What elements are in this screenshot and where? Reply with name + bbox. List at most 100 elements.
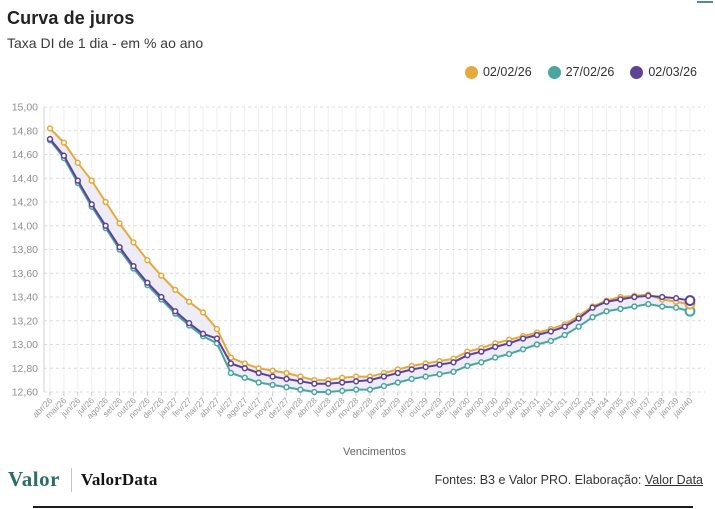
data-point-marker[interactable] xyxy=(631,293,638,301)
data-point-marker[interactable] xyxy=(436,361,443,368)
data-point-marker[interactable] xyxy=(672,295,680,302)
data-point-marker[interactable] xyxy=(283,369,290,377)
data-point-marker[interactable] xyxy=(227,369,235,377)
yield-curve-chart[interactable]: 12,60 12,80 13,00 13,20 13,40 13,60 13,80 14,00… xyxy=(0,83,715,463)
data-point-marker[interactable] xyxy=(450,359,457,366)
data-point-marker[interactable] xyxy=(589,304,596,311)
data-point-marker[interactable] xyxy=(672,304,680,311)
data-point-marker[interactable] xyxy=(255,379,262,386)
data-point-marker[interactable] xyxy=(352,378,360,385)
data-point-marker[interactable] xyxy=(269,373,276,380)
data-point-marker[interactable] xyxy=(199,330,207,337)
data-point-marker[interactable] xyxy=(172,286,179,294)
data-point-marker[interactable] xyxy=(617,305,624,313)
data-point-marker[interactable] xyxy=(422,363,429,371)
data-point-marker[interactable] xyxy=(311,388,318,396)
data-point-marker[interactable] xyxy=(492,354,499,361)
data-point-marker[interactable] xyxy=(325,388,332,396)
data-point-marker[interactable] xyxy=(172,308,179,315)
data-point-marker[interactable] xyxy=(185,319,193,327)
data-point-marker[interactable] xyxy=(533,331,541,339)
data-point-marker[interactable] xyxy=(450,368,457,375)
data-point-marker[interactable] xyxy=(352,386,360,393)
data-point-marker[interactable] xyxy=(603,308,610,315)
data-point-marker[interactable] xyxy=(589,314,596,321)
data-point-marker[interactable] xyxy=(645,300,652,308)
data-point-marker[interactable] xyxy=(241,365,248,372)
data-point-marker[interactable] xyxy=(575,323,582,330)
data-point-marker[interactable] xyxy=(366,376,374,384)
data-point-marker[interactable] xyxy=(519,346,527,353)
data-point-marker[interactable] xyxy=(102,222,109,229)
data-point-marker[interactable] xyxy=(116,243,123,251)
data-point-marker[interactable] xyxy=(144,279,151,286)
data-point-marker[interactable] xyxy=(158,293,165,301)
data-point-marker[interactable] xyxy=(88,201,95,208)
data-point-marker[interactable] xyxy=(311,380,318,387)
data-point-marker[interactable] xyxy=(645,292,652,299)
data-point-marker[interactable] xyxy=(213,335,221,342)
data-point-marker[interactable] xyxy=(269,381,276,389)
legend-item-02-03-26[interactable]: 02/03/26 xyxy=(630,65,697,79)
data-point-marker[interactable] xyxy=(505,350,513,358)
data-point-marker[interactable] xyxy=(547,328,555,335)
data-point-marker[interactable] xyxy=(74,177,81,184)
data-point-marker[interactable] xyxy=(46,135,54,143)
data-point-marker[interactable] xyxy=(533,341,541,348)
data-point-marker[interactable] xyxy=(492,343,499,351)
data-point-marker[interactable] xyxy=(436,371,443,378)
data-point-marker[interactable] xyxy=(408,375,415,383)
data-point-marker[interactable] xyxy=(603,298,610,305)
legend-item-27-02-26[interactable]: 27/02/26 xyxy=(547,65,614,79)
data-point-marker[interactable] xyxy=(519,335,527,342)
data-point-marker[interactable] xyxy=(394,379,401,386)
data-point-marker[interactable] xyxy=(380,373,388,380)
data-point-marker[interactable] xyxy=(684,295,696,306)
data-point-marker[interactable] xyxy=(269,367,276,374)
data-point-marker[interactable] xyxy=(130,239,137,246)
data-point-marker[interactable] xyxy=(283,375,290,383)
data-point-marker[interactable] xyxy=(88,177,95,184)
data-point-marker[interactable] xyxy=(255,369,262,377)
data-point-marker[interactable] xyxy=(199,309,207,316)
data-point-marker[interactable] xyxy=(130,262,137,270)
data-point-marker[interactable] xyxy=(478,359,485,366)
data-point-marker[interactable] xyxy=(102,198,109,206)
data-point-marker[interactable] xyxy=(74,159,81,166)
data-point-marker[interactable] xyxy=(394,369,401,377)
data-point-marker[interactable] xyxy=(478,348,485,355)
data-point-marker[interactable] xyxy=(505,340,513,347)
data-point-marker[interactable] xyxy=(46,125,54,132)
data-point-marker[interactable] xyxy=(213,325,221,333)
data-point-marker[interactable] xyxy=(380,382,388,390)
data-point-marker[interactable] xyxy=(116,220,123,227)
data-point-marker[interactable] xyxy=(422,373,429,380)
data-point-marker[interactable] xyxy=(60,139,68,146)
data-point-marker[interactable] xyxy=(297,386,304,393)
data-point-marker[interactable] xyxy=(575,315,582,322)
data-point-marker[interactable] xyxy=(339,387,346,394)
data-point-marker[interactable] xyxy=(339,379,346,386)
data-point-marker[interactable] xyxy=(241,374,248,381)
data-point-marker[interactable] xyxy=(185,298,193,305)
data-point-marker[interactable] xyxy=(144,257,151,264)
data-point-marker[interactable] xyxy=(561,323,568,330)
source-link[interactable]: Valor Data xyxy=(644,472,703,487)
data-point-marker[interactable] xyxy=(631,303,638,310)
data-point-marker[interactable] xyxy=(283,384,290,391)
data-point-marker[interactable] xyxy=(297,378,304,385)
data-point-marker[interactable] xyxy=(617,296,624,303)
data-point-marker[interactable] xyxy=(227,360,235,367)
data-point-marker[interactable] xyxy=(464,362,471,370)
data-point-marker[interactable] xyxy=(464,352,471,359)
data-point-marker[interactable] xyxy=(60,152,68,159)
data-point-marker[interactable] xyxy=(561,331,568,339)
legend-item-02-02-26[interactable]: 02/02/26 xyxy=(464,65,532,79)
data-point-marker[interactable] xyxy=(408,366,415,373)
data-point-marker[interactable] xyxy=(547,337,555,345)
data-point-marker[interactable] xyxy=(325,380,332,387)
data-point-marker[interactable] xyxy=(158,272,165,279)
data-point-marker[interactable] xyxy=(366,386,374,393)
data-point-marker[interactable] xyxy=(659,303,666,310)
data-point-marker[interactable] xyxy=(659,293,666,301)
